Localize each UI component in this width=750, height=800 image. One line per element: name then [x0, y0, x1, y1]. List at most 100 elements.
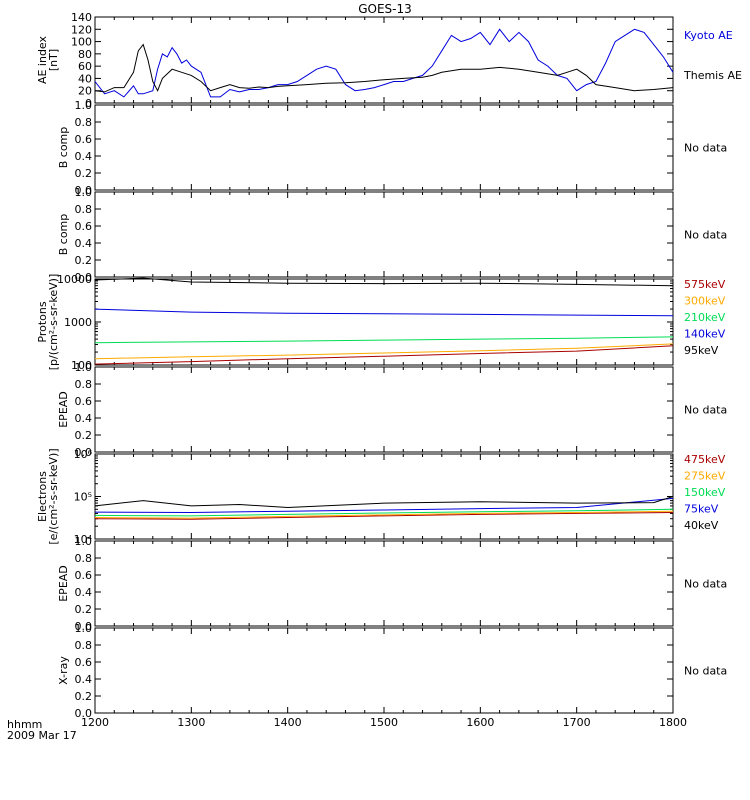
panel-frame	[94, 453, 674, 540]
y-axis-label: B comp	[57, 127, 70, 169]
legend-entry: 475keV	[684, 453, 726, 466]
y-tick-label: 0.2	[75, 690, 93, 703]
y-tick-label: 0.2	[75, 603, 93, 616]
y-tick-label: 0.2	[75, 167, 93, 180]
y-tick-label: 0.6	[75, 569, 93, 582]
y-tick-label: 1000	[64, 316, 92, 329]
y-tick-label: 0.4	[75, 150, 93, 163]
y-tick-label: 1.0	[75, 99, 93, 112]
y-tick-label: 10⁵	[74, 491, 92, 504]
y-tick-label: 20	[78, 85, 92, 98]
y-axis-label: Protons	[36, 301, 49, 342]
legend-entry: 275keV	[684, 470, 726, 483]
y-tick-label: 120	[71, 23, 92, 36]
series-line-300kev	[94, 343, 674, 360]
x-tick-label: 1500	[370, 716, 398, 729]
y-tick-label: 80	[78, 48, 92, 61]
y-axis-label: EPEAD	[57, 565, 70, 602]
y-tick-label: 0.6	[75, 395, 93, 408]
legend-entry: Kyoto AE	[684, 29, 733, 42]
y-tick-label: 0.0	[75, 271, 93, 284]
legend-entry: 95keV	[684, 344, 719, 357]
y-tick-label: 10⁶	[74, 448, 93, 461]
y-tick-label: 0.4	[75, 586, 93, 599]
no-data-label: No data	[684, 142, 727, 155]
x-tick-label: 1600	[466, 716, 494, 729]
y-tick-label: 0.0	[75, 620, 93, 633]
series-line-40kev	[94, 496, 674, 509]
y-tick-label: 1.0	[75, 535, 93, 548]
panel-5: 0.0 0.2 0.4 0.6 0.8 1.0 EPEAD No data	[57, 361, 727, 459]
legend-entry: 210keV	[684, 311, 726, 324]
y-tick-label: 40	[78, 72, 92, 85]
y-tick-label: 60	[78, 60, 92, 73]
legend-entry: 140keV	[684, 328, 726, 341]
panel-frame	[94, 627, 674, 714]
no-data-label: No data	[684, 665, 727, 678]
no-data-label: No data	[684, 404, 727, 417]
y-tick-label: 0.6	[75, 656, 93, 669]
panel-frame	[94, 191, 674, 278]
y-tick-label: 1.0	[75, 622, 93, 635]
y-axis-label: EPEAD	[57, 391, 70, 428]
series-line-kyoto-ae	[94, 28, 674, 98]
series-line-themis-ae	[94, 43, 674, 93]
legend-entry: 150keV	[684, 486, 726, 499]
y-axis-label: AE index	[36, 35, 49, 84]
no-data-label: No data	[684, 229, 727, 242]
legend-entry: 75keV	[684, 503, 719, 516]
y-axis-label: X-ray	[57, 656, 70, 685]
y-tick-label: 0.0	[75, 184, 93, 197]
y-tick-label: 1.0	[75, 361, 93, 374]
panel-frame	[94, 366, 674, 453]
y-tick-label: 0.6	[75, 133, 93, 146]
no-data-label: No data	[684, 578, 727, 591]
y-tick-label: 0.8	[75, 552, 93, 565]
x-tick-label: 1400	[274, 716, 302, 729]
panel-frame	[94, 16, 674, 104]
legend-entry: 575keV	[684, 278, 726, 291]
series-line-75kev	[94, 497, 674, 514]
panel-frame	[94, 278, 674, 366]
series-line-575kev	[94, 345, 674, 365]
panel-7: 0.0 0.2 0.4 0.6 0.8 1.0 EPEAD No data	[57, 535, 727, 633]
y-axis-label: B comp	[57, 214, 70, 256]
panel-8: 0.0 0.2 0.4 0.6 0.8 1.0 X-ray No data 1200 1300 14…	[57, 622, 727, 729]
y-tick-label: 0	[85, 97, 92, 110]
chart-title: GOES-13	[358, 2, 412, 16]
legend-entry: Themis AE	[683, 69, 742, 82]
panel-4: 100 1000 10000 Protons[p/(cm²-s-sr-keV)] 575…	[36, 273, 726, 372]
y-tick-label: 0.0	[75, 446, 93, 459]
series-line-475kev	[94, 512, 674, 520]
y-tick-label: 0.8	[75, 203, 93, 216]
y-tick-label: 100	[71, 36, 92, 49]
series-line-210kev	[94, 336, 674, 344]
y-tick-label: 0.4	[75, 237, 93, 250]
y-tick-label: 10000	[57, 273, 92, 286]
legend-entry: 40keV	[684, 519, 719, 532]
y-tick-label: 1.0	[75, 186, 93, 199]
y-tick-label: 0.2	[75, 429, 93, 442]
series-line-275kev	[94, 510, 674, 519]
y-tick-label: 0.4	[75, 412, 93, 425]
series-line-95kev	[94, 277, 674, 287]
panel-6: 10⁴ 10⁵ 10⁶ Electrons[e/(cm²-s-sr-keV)] 475k…	[36, 448, 726, 546]
y-axis-label: [nT]	[47, 49, 60, 71]
x-tick-label: 1800	[659, 716, 687, 729]
panel-frame	[94, 540, 674, 627]
y-tick-label: 100	[71, 359, 92, 372]
panel-2: 0.0 0.2 0.4 0.6 0.8 1.0 B comp No data	[57, 99, 727, 197]
x-tick-label: 1300	[177, 716, 205, 729]
x-tick-label: 1200	[81, 716, 109, 729]
y-axis-label: [p/(cm²-s-sr-keV)]	[47, 274, 60, 371]
y-axis-label: Electrons	[36, 471, 49, 522]
y-tick-label: 0.8	[75, 116, 93, 129]
x-tick-label: 1700	[563, 716, 591, 729]
time-axis-label: hhmm	[7, 718, 42, 731]
y-tick-label: 0.2	[75, 254, 93, 267]
y-tick-label: 0.0	[75, 707, 93, 720]
panel-frame	[94, 104, 674, 191]
